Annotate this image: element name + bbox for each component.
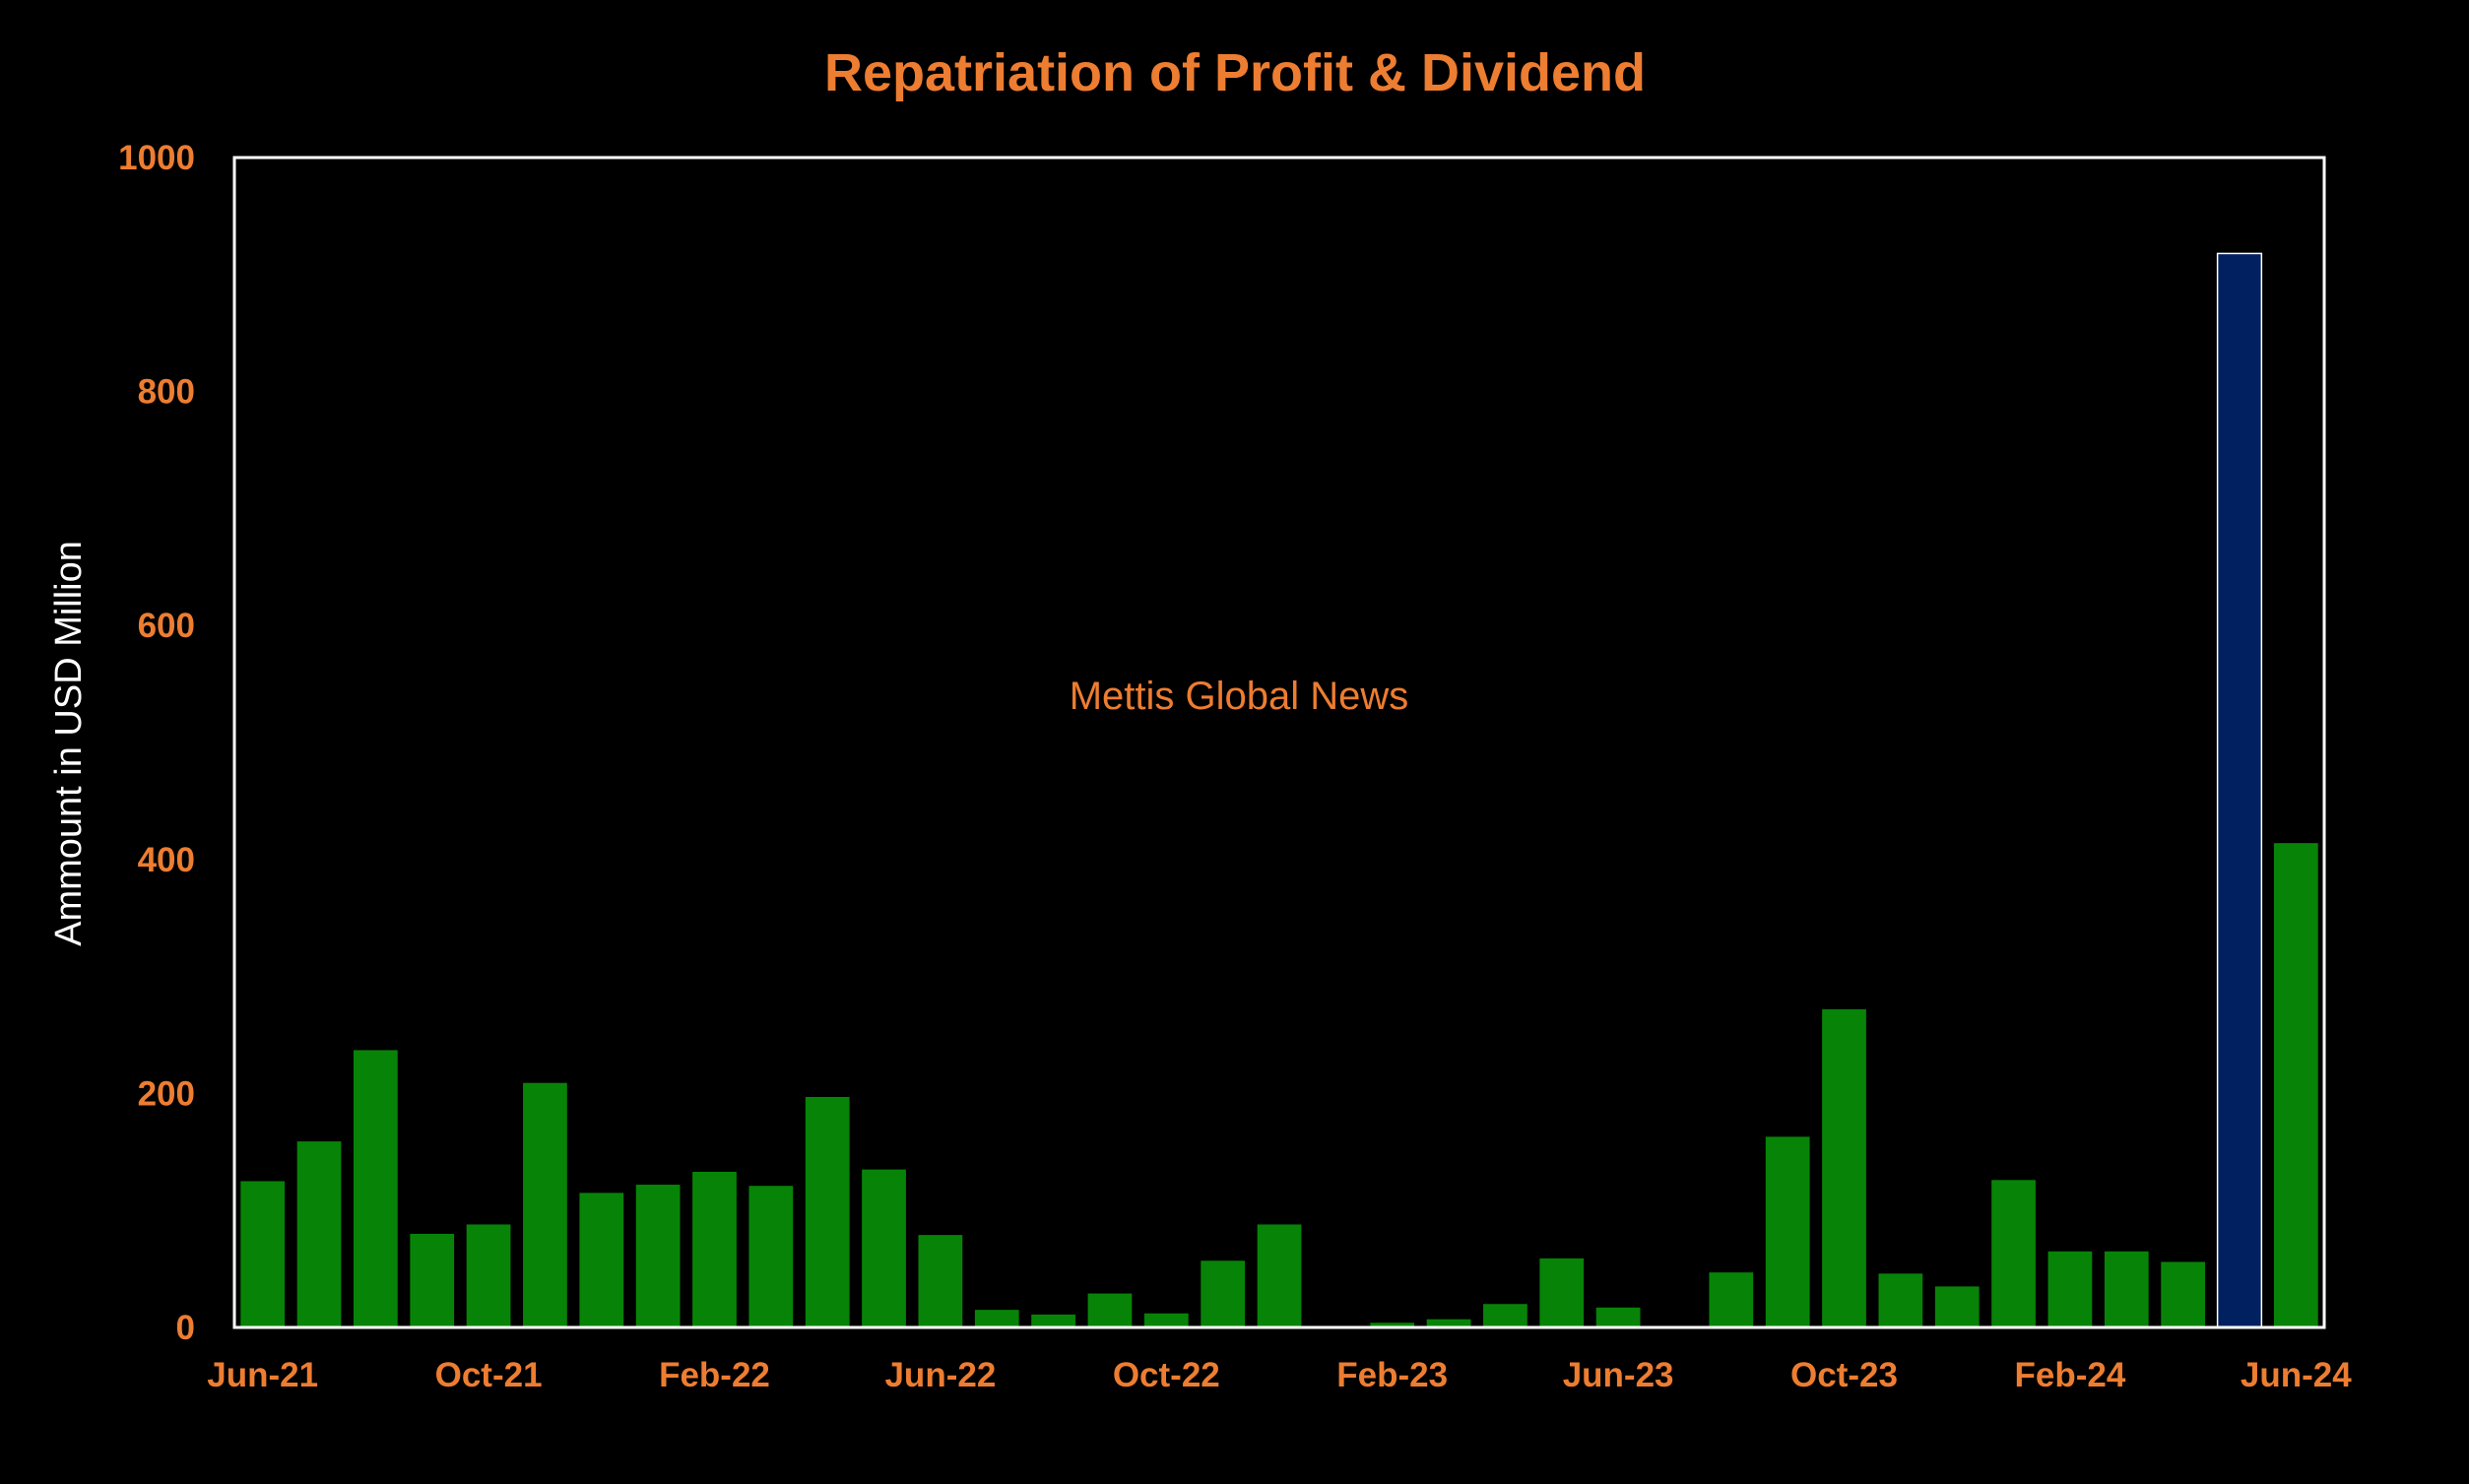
x-tick-label: Jun-23 [1563, 1356, 1674, 1394]
y-tick-label: 1000 [118, 139, 195, 177]
x-tick-label: Oct-23 [1790, 1356, 1898, 1394]
x-tick-label: Jun-21 [207, 1356, 318, 1394]
bar-Apr-23 [1483, 1304, 1527, 1327]
y-ticks-group: 0 200 400 600 800 1000 [118, 139, 195, 1347]
bar-Aug-21 [354, 1050, 398, 1327]
bar-Jun-23 [1595, 1307, 1641, 1327]
bar-Jul-21 [296, 1141, 342, 1327]
bar-Apr-22 [805, 1096, 850, 1327]
bar-Feb-24 [2047, 1251, 2093, 1327]
y-axis-label: Ammount in USD Million [48, 541, 90, 946]
bar-Mar-22 [748, 1186, 794, 1327]
bar-May-22 [862, 1169, 906, 1327]
bar-Nov-21 [523, 1082, 567, 1327]
bar-May-23 [1539, 1258, 1585, 1327]
bar-Feb-23 [1370, 1323, 1415, 1327]
chart-title: Repatriation of Profit & Dividend [824, 43, 1646, 102]
y-tick-label: 600 [138, 607, 195, 645]
x-tick-label: Jun-24 [2241, 1356, 2352, 1394]
bar-Oct-21 [466, 1224, 511, 1327]
x-tick-label: Feb-24 [2015, 1356, 2126, 1394]
bar-Oct-23 [1822, 1008, 1866, 1327]
x-tick-label: Feb-22 [659, 1356, 770, 1394]
watermark-text: Mettis Global News [1070, 675, 1409, 718]
bar-Jan-22 [635, 1185, 681, 1327]
bar-Jul-22 [974, 1310, 1019, 1327]
plot-frame [232, 156, 2326, 1329]
bar-Sep-21 [410, 1233, 455, 1327]
x-tick-label: Oct-22 [1113, 1356, 1220, 1394]
bar-Aug-23 [1709, 1272, 1754, 1327]
y-tick-label: 200 [138, 1074, 195, 1113]
bar-Feb-22 [692, 1172, 737, 1327]
bar-Aug-22 [1031, 1314, 1075, 1327]
bar-Apr-24 [2161, 1261, 2205, 1327]
y-tick-label: 800 [138, 373, 195, 412]
x-ticks-group: Jun-21 Oct-21 Feb-22 Jun-22 Oct-22 Feb-23 Jun-… [207, 1356, 2352, 1394]
bar-Jun-22 [918, 1235, 963, 1327]
bar-Sep-23 [1765, 1136, 1810, 1327]
bar-Sep-22 [1087, 1293, 1133, 1327]
bar-Mar-23 [1426, 1319, 1471, 1327]
y-tick-label: 0 [176, 1309, 195, 1347]
bars-group [240, 252, 2318, 1328]
x-tick-label: Feb-23 [1336, 1356, 1448, 1394]
bar-Nov-22 [1201, 1260, 1246, 1327]
bar-Dec-23 [1934, 1286, 1980, 1327]
bar-Jun-21 [240, 1181, 286, 1327]
x-tick-label: Jun-22 [884, 1356, 996, 1394]
x-tick-label: Oct-21 [435, 1356, 543, 1394]
bar-Mar-24 [2104, 1251, 2149, 1327]
bar-Jan-24 [1991, 1180, 2036, 1327]
bar-May-24 [2216, 252, 2263, 1328]
bar-Dec-21 [579, 1193, 624, 1327]
bar-Jun-24 [2273, 843, 2318, 1327]
bar-Dec-22 [1257, 1224, 1302, 1327]
bar-Oct-22 [1143, 1313, 1189, 1327]
y-tick-label: 400 [138, 841, 195, 879]
bar-Nov-23 [1878, 1273, 1923, 1327]
